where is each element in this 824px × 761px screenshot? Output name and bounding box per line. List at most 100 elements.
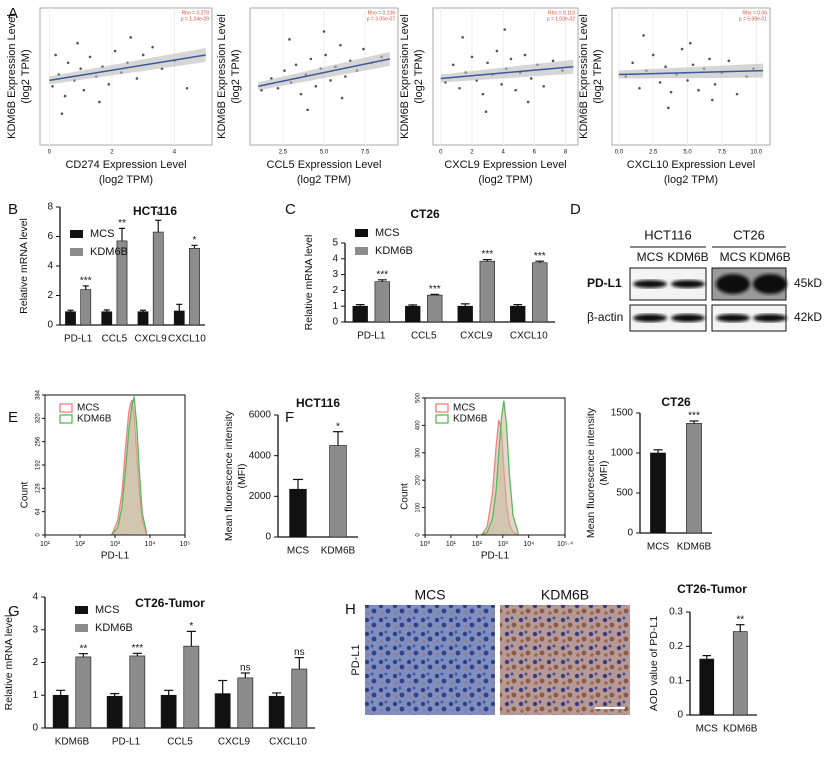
fit-line: [618, 69, 764, 76]
x-tick-label: CXCL10: [269, 737, 307, 748]
legend-label: KDM6B: [95, 622, 133, 634]
data-point: [79, 67, 82, 70]
y-tick-label: 256: [36, 436, 42, 447]
x-axis-label: (log2 TPM): [297, 174, 351, 186]
y-axis-label: Count: [20, 481, 31, 508]
data-point: [542, 84, 545, 88]
row-label: β-actin: [587, 310, 623, 324]
x-tick-label: KDM6B: [321, 546, 356, 557]
data-point: [658, 81, 662, 84]
bar: [129, 655, 146, 729]
x-tick-label: CXCL9: [135, 334, 168, 345]
confidence-band: [440, 59, 574, 83]
data-point: [362, 47, 365, 51]
x-tick-label: 6: [533, 150, 537, 156]
data-point: [339, 43, 342, 47]
data-point: [98, 100, 101, 104]
significance-label: ns: [240, 663, 251, 674]
y-tick-label: 4: [332, 253, 338, 264]
bar: [650, 452, 666, 534]
x-tick-label: PD-L1: [64, 334, 93, 345]
panel-letter: H: [345, 601, 356, 618]
x-tick-label: 10³: [110, 541, 121, 548]
data-point: [344, 75, 347, 78]
x-tick-label: 10¹: [40, 541, 51, 548]
data-point: [66, 61, 70, 65]
data-point: [691, 63, 695, 67]
panel-letter: E: [8, 409, 18, 426]
annotation: Rho = 0.278: [182, 10, 210, 16]
x-tick-label: 10¹: [446, 541, 457, 548]
legend-label: MCS: [453, 403, 476, 414]
bar: [152, 231, 164, 326]
lane-label: MCS: [637, 250, 664, 264]
y-tick-label: 192: [36, 459, 42, 470]
y-tick-label: 0.3: [669, 607, 683, 618]
y-tick-label: 0: [32, 723, 38, 734]
data-point: [710, 98, 714, 102]
data-point: [451, 63, 455, 67]
bar: [80, 289, 92, 326]
legend-label: MCS: [90, 228, 114, 240]
significance-label: ***: [688, 411, 700, 422]
data-point: [129, 36, 132, 39]
y-tick-label: 4: [32, 592, 38, 603]
annotation: p = 3.05e-07: [367, 16, 395, 22]
x-tick-label: 2: [470, 150, 474, 156]
data-point: [324, 53, 327, 57]
chart-title: CT26-Tumor: [677, 582, 747, 596]
data-point: [631, 61, 634, 65]
bar: [237, 677, 254, 729]
x-axis-label: (log2 TPM): [478, 174, 532, 186]
y-axis-label: Relative mRNA level: [18, 218, 30, 314]
x-tick-label: PD-L1: [112, 737, 141, 748]
y-axis-label: Mean fluorescence intensity: [585, 407, 597, 538]
significance-label: **: [79, 643, 87, 654]
y-tick-label: 6: [47, 231, 53, 242]
legend-label: KDM6B: [77, 414, 112, 425]
x-tick-label: 10²: [472, 541, 483, 548]
bar: [101, 311, 113, 326]
x-tick-label: CCL5: [167, 737, 193, 748]
data-point: [458, 86, 461, 90]
ihc-row-label: PD-L1: [350, 644, 362, 675]
y-tick-label: 128: [36, 483, 42, 494]
y-tick-label: 1000: [611, 448, 634, 459]
data-point: [283, 69, 286, 72]
fit-line: [49, 54, 206, 82]
significance-label: ***: [429, 284, 441, 295]
significance-label: ***: [131, 643, 143, 654]
bar: [160, 694, 177, 729]
x-tick-label: 0.0: [615, 150, 624, 156]
legend-label: KDM6B: [375, 245, 413, 257]
blot-band: [671, 280, 705, 288]
ihc-image: [365, 605, 495, 715]
legend-label: KDM6B: [90, 246, 128, 258]
annotation: p = 1.03e-02: [547, 16, 575, 22]
x-tick-label: KDM6B: [723, 724, 758, 735]
panel-letter: D: [570, 201, 581, 218]
x-tick-label: 4: [501, 150, 505, 156]
data-point: [76, 41, 79, 45]
data-point: [495, 49, 499, 53]
data-point: [288, 38, 291, 41]
x-tick-label: KDM6B: [55, 737, 90, 748]
y-tick-label: 0: [627, 528, 633, 539]
bar: [686, 423, 702, 534]
y-tick-label: 0: [332, 317, 338, 328]
bar: [532, 262, 548, 323]
x-tick-label: CXCL10: [168, 334, 206, 345]
row-label: PD-L1: [587, 276, 622, 290]
x-axis-label: PD-L1: [481, 551, 510, 562]
x-tick-label: 10⁵·⁴: [557, 541, 573, 548]
data-point: [82, 88, 86, 92]
data-point: [523, 53, 527, 57]
y-tick-label: 4000: [249, 450, 272, 461]
y-tick-label: 2000: [249, 491, 272, 502]
density-curve: [481, 400, 520, 536]
x-tick-label: CXCL9: [218, 737, 251, 748]
data-point: [708, 57, 711, 61]
data-point: [651, 53, 655, 57]
legend-swatch: [435, 414, 449, 424]
